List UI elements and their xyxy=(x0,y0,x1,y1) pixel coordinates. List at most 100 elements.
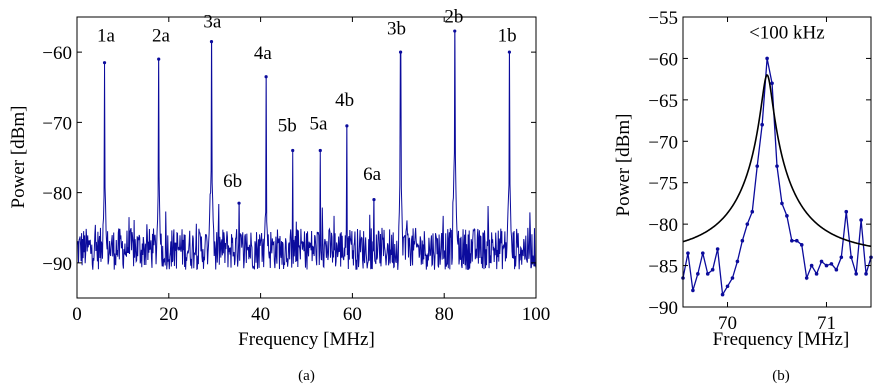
panel-a-peak-label: 1b xyxy=(498,26,517,47)
panel-b-data-point xyxy=(770,81,774,86)
panel-a-y-tick-label: −90 xyxy=(42,254,72,275)
panel-b-data-point xyxy=(755,164,760,168)
panel-b-data-point xyxy=(720,292,725,297)
panel-a-peak-label: 6b xyxy=(223,171,242,192)
panel-b-data-point xyxy=(814,272,819,276)
panel-b-data-point xyxy=(799,243,804,247)
panel-b-y-tick-label: −65 xyxy=(648,91,678,112)
panel-b-data-point xyxy=(804,276,809,280)
panel-a-peak-point xyxy=(318,148,322,153)
panel-a-peak-point xyxy=(453,29,457,33)
panel-a-ylabel: Power [dBm] xyxy=(8,106,29,209)
panel-b-data-point xyxy=(725,284,730,289)
panel-a-peak-label: 6a xyxy=(363,164,382,185)
panel-a-peak-label: 5a xyxy=(309,113,328,134)
panel-b-data-point xyxy=(864,272,868,276)
panel-a-trace xyxy=(76,29,537,271)
panel-b-data-point xyxy=(696,272,700,276)
panel-b-data-point xyxy=(794,238,799,243)
panel-a-x-tick-label: 80 xyxy=(435,304,454,325)
panel-a-x-tick-label: 40 xyxy=(251,304,270,325)
panel-b-data-point xyxy=(819,259,824,264)
panel-b-y-tick-label: −90 xyxy=(648,298,678,319)
panel-b-trace xyxy=(681,56,873,297)
panel-a-peak-label: 5b xyxy=(278,116,297,137)
panel-a-peak-point xyxy=(102,61,107,65)
panel-a-peak-point xyxy=(157,57,161,61)
panel-b-data-point xyxy=(715,247,720,251)
panel-a-peak-label: 3a xyxy=(203,12,222,33)
panel-a-x-tick-label: 0 xyxy=(72,304,82,325)
panel-a-axes-box xyxy=(76,16,537,299)
panel-b-data-point xyxy=(691,288,695,293)
panel-b-data-point xyxy=(839,255,844,260)
panel-a-peak-point xyxy=(209,39,214,44)
panel-a-peak-point xyxy=(345,124,349,128)
panel-b-y-tick-label: −70 xyxy=(648,132,678,153)
panel-b-data-point xyxy=(780,201,784,206)
panel-b-y-ticks: −55 −60 −65 −70 −75 −80 −85 −90 xyxy=(648,8,871,319)
panel-b-y-tick-label: −80 xyxy=(648,215,678,236)
panel-a-peak-point xyxy=(291,148,295,153)
panel-b-y-tick-label: −75 xyxy=(648,174,678,195)
panel-b-x-ticks: 70 71 xyxy=(718,17,836,334)
panel-a-x-ticks: 0 20 40 60 80 100 xyxy=(72,17,550,325)
panel-a-y-tick-label: −60 xyxy=(42,43,72,64)
panel-b-linewidth-annotation: <100 kHz xyxy=(749,23,825,44)
panel-b-data-point xyxy=(730,276,735,280)
panel-a-peak-point xyxy=(237,201,241,205)
panel-a-peak-label: 3b xyxy=(387,19,406,40)
panel-b-ylabel: Power [dBm] xyxy=(613,114,634,217)
panel-b-xlabel: Frequency [MHz] xyxy=(713,329,850,350)
panel-b-x-tick-label: 70 xyxy=(718,313,737,334)
panel-b-data-point xyxy=(750,209,755,214)
panel-b-data-point xyxy=(700,251,705,255)
panel-b-fit-curve xyxy=(682,74,872,248)
panel-b-data-point xyxy=(785,214,789,218)
panel-b-y-tick-label: −60 xyxy=(648,49,678,70)
panel-b-data-point xyxy=(854,272,858,276)
panel-b-data-point xyxy=(740,238,745,243)
panel-b-data-point xyxy=(824,263,829,268)
panel-b-data-point xyxy=(834,267,839,272)
panel-b-data-point xyxy=(859,218,863,222)
panel-b-data-point xyxy=(775,164,779,168)
panel-b-caption: (b) xyxy=(772,368,790,384)
panel-b-data-point xyxy=(745,222,750,226)
panel-a-peak-point xyxy=(264,75,268,79)
panel-b-data-point xyxy=(710,267,715,272)
panel-b-data-point xyxy=(705,272,710,276)
panel-a-caption: (a) xyxy=(298,368,315,384)
panel-a-peak-label: 1a xyxy=(97,26,116,47)
panel-a-peak-point xyxy=(372,198,376,202)
panel-a-peak-label: 2a xyxy=(152,26,171,47)
panel-a-x-tick-label: 100 xyxy=(522,304,551,325)
panel-a-y-tick-label: −70 xyxy=(42,113,72,134)
panel-b-y-tick-label: −55 xyxy=(648,8,678,29)
panel-b: 70 71 −55 −60 −65 −70 −75 −80 −85 −90 <100 kHz F… xyxy=(613,8,873,384)
panel-a-x-tick-label: 20 xyxy=(159,304,178,325)
panel-b-data-point xyxy=(760,122,764,127)
panel-b-data-point xyxy=(809,263,814,268)
panel-a-xlabel: Frequency [MHz] xyxy=(238,329,375,350)
panel-a-peak-label: 4a xyxy=(254,43,273,64)
panel-a-y-tick-label: −80 xyxy=(42,184,72,205)
panel-a-spectrum-line xyxy=(76,30,537,271)
panel-b-data-point xyxy=(790,238,794,243)
panel-a-y-ticks: −60 −70 −80 −90 xyxy=(42,43,536,275)
panel-a-peak-label: 4b xyxy=(335,90,354,111)
panel-b-data-point xyxy=(844,209,849,214)
panel-b-y-tick-label: −85 xyxy=(648,257,678,278)
panel-a-peak-point xyxy=(398,50,403,54)
panel-b-data-point xyxy=(735,259,740,264)
panel-b-data-point xyxy=(829,262,834,266)
panel-b-data-point xyxy=(849,255,854,260)
panel-a-peak-point xyxy=(507,50,511,54)
panel-b-data-point xyxy=(765,56,769,61)
panel-a-x-tick-label: 60 xyxy=(343,304,362,325)
panel-b-x-tick-label: 71 xyxy=(817,313,836,334)
panel-b-axes-box xyxy=(682,16,872,308)
panel-b-data-point xyxy=(686,251,690,255)
